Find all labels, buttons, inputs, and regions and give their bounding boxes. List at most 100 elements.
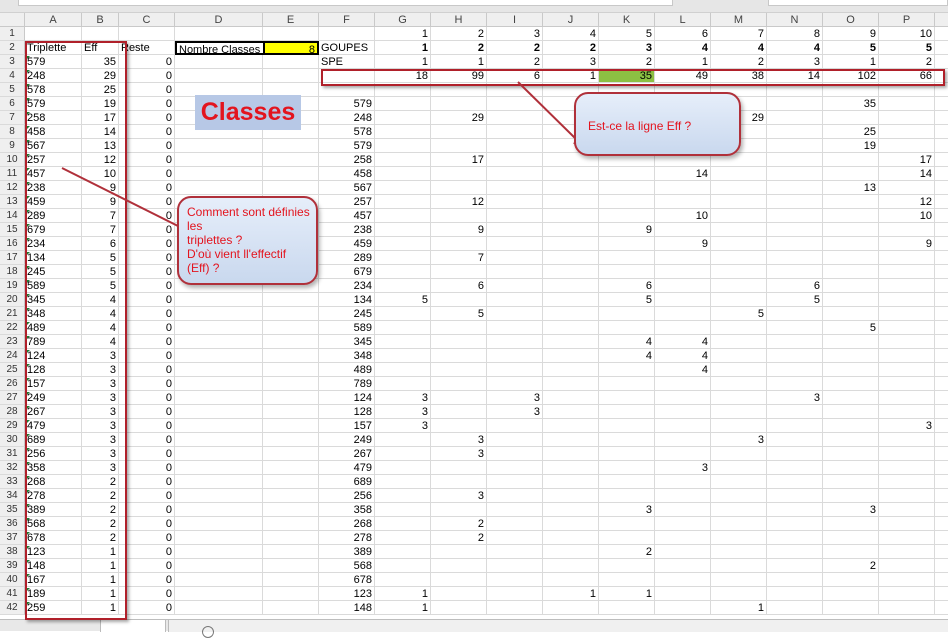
cell-P24[interactable] — [879, 349, 935, 363]
cell-H20[interactable] — [431, 293, 487, 307]
cell-B13[interactable]: 9 — [82, 195, 119, 209]
cell-D29[interactable] — [175, 419, 263, 433]
cell-H4[interactable]: 99 — [431, 69, 487, 83]
cell-A3[interactable]: 579 — [25, 55, 82, 69]
cell-q9[interactable] — [935, 139, 948, 153]
cell-I31[interactable] — [487, 447, 543, 461]
cell-J28[interactable] — [543, 405, 599, 419]
cell-J41[interactable]: 1 — [543, 587, 599, 601]
cell-C11[interactable]: 0 — [119, 167, 175, 181]
cell-M38[interactable] — [711, 545, 767, 559]
cell-q14[interactable] — [935, 209, 948, 223]
cell-J31[interactable] — [543, 447, 599, 461]
cell-B11[interactable]: 10 — [82, 167, 119, 181]
cell-G41[interactable]: 1 — [375, 587, 431, 601]
cell-B3[interactable]: 35 — [82, 55, 119, 69]
cell-M24[interactable] — [711, 349, 767, 363]
cell-M26[interactable] — [711, 377, 767, 391]
cell-H11[interactable] — [431, 167, 487, 181]
cell-F14[interactable]: 457 — [319, 209, 375, 223]
cell-L28[interactable] — [655, 405, 711, 419]
row-header[interactable]: 31 — [0, 447, 25, 461]
cell-O27[interactable] — [823, 391, 879, 405]
cell-M33[interactable] — [711, 475, 767, 489]
cell-N7[interactable] — [767, 111, 823, 125]
cell-J15[interactable] — [543, 223, 599, 237]
cell-E35[interactable] — [263, 503, 319, 517]
cell-C2[interactable]: Reste — [119, 41, 175, 55]
row-header[interactable]: 40 — [0, 573, 25, 587]
cell-A19[interactable]: 589 — [25, 279, 82, 293]
cell-D38[interactable] — [175, 545, 263, 559]
cell-P23[interactable] — [879, 335, 935, 349]
cell-N1[interactable]: 8 — [767, 27, 823, 41]
cell-J24[interactable] — [543, 349, 599, 363]
cell-q19[interactable] — [935, 279, 948, 293]
cell-F31[interactable]: 267 — [319, 447, 375, 461]
cell-N11[interactable] — [767, 167, 823, 181]
cell-P32[interactable] — [879, 461, 935, 475]
cell-F37[interactable]: 278 — [319, 531, 375, 545]
column-header-H[interactable]: H — [431, 13, 487, 27]
cell-O37[interactable] — [823, 531, 879, 545]
cell-H7[interactable]: 29 — [431, 111, 487, 125]
cell-M3[interactable]: 2 — [711, 55, 767, 69]
cell-H33[interactable] — [431, 475, 487, 489]
cell-L27[interactable] — [655, 391, 711, 405]
cell-K25[interactable] — [599, 363, 655, 377]
cell-H32[interactable] — [431, 461, 487, 475]
cell-P1[interactable]: 10 — [879, 27, 935, 41]
cell-D25[interactable] — [175, 363, 263, 377]
column-header-P[interactable]: P — [879, 13, 935, 27]
cell-O17[interactable] — [823, 251, 879, 265]
cell-L31[interactable] — [655, 447, 711, 461]
cell-G13[interactable] — [375, 195, 431, 209]
cell-M42[interactable]: 1 — [711, 601, 767, 615]
column-header-M[interactable]: M — [711, 13, 767, 27]
cell-O20[interactable] — [823, 293, 879, 307]
cell-D42[interactable] — [175, 601, 263, 615]
cell-P42[interactable] — [879, 601, 935, 615]
cell-q29[interactable] — [935, 419, 948, 433]
cell-C32[interactable]: 0 — [119, 461, 175, 475]
cell-I4[interactable]: 6 — [487, 69, 543, 83]
cell-J19[interactable] — [543, 279, 599, 293]
cell-F16[interactable]: 459 — [319, 237, 375, 251]
cell-I29[interactable] — [487, 419, 543, 433]
column-header-E[interactable]: E — [263, 13, 319, 27]
cell-B2[interactable]: Eff — [82, 41, 119, 55]
cell-P14[interactable]: 10 — [879, 209, 935, 223]
cell-P31[interactable] — [879, 447, 935, 461]
cell-G21[interactable] — [375, 307, 431, 321]
cell-A37[interactable]: 678 — [25, 531, 82, 545]
cell-q33[interactable] — [935, 475, 948, 489]
cell-A18[interactable]: 245 — [25, 265, 82, 279]
cell-N6[interactable] — [767, 97, 823, 111]
cell-E36[interactable] — [263, 517, 319, 531]
cell-L39[interactable] — [655, 559, 711, 573]
cell-J38[interactable] — [543, 545, 599, 559]
cell-J11[interactable] — [543, 167, 599, 181]
cell-L29[interactable] — [655, 419, 711, 433]
cell-K31[interactable] — [599, 447, 655, 461]
cell-P18[interactable] — [879, 265, 935, 279]
cell-F25[interactable]: 489 — [319, 363, 375, 377]
cell-E33[interactable] — [263, 475, 319, 489]
cell-O25[interactable] — [823, 363, 879, 377]
cell-q18[interactable] — [935, 265, 948, 279]
cell-B26[interactable]: 3 — [82, 377, 119, 391]
cell-O26[interactable] — [823, 377, 879, 391]
cell-H28[interactable] — [431, 405, 487, 419]
cell-I5[interactable] — [487, 83, 543, 97]
cell-P38[interactable] — [879, 545, 935, 559]
cell-J29[interactable] — [543, 419, 599, 433]
cell-C13[interactable]: 0 — [119, 195, 175, 209]
cell-A34[interactable]: 278 — [25, 489, 82, 503]
cell-N29[interactable] — [767, 419, 823, 433]
cell-H30[interactable]: 3 — [431, 433, 487, 447]
row-header[interactable]: 12 — [0, 181, 25, 195]
row-header[interactable]: 27 — [0, 391, 25, 405]
cell-q21[interactable] — [935, 307, 948, 321]
cell-C5[interactable]: 0 — [119, 83, 175, 97]
cell-C14[interactable]: 0 — [119, 209, 175, 223]
